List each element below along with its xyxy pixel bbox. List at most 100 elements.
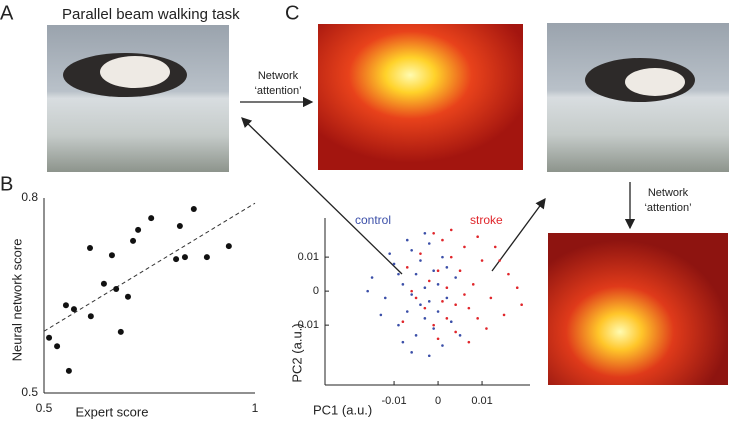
- legend-label: stroke: [470, 213, 503, 227]
- arrow-label: Network: [648, 187, 689, 199]
- point: [86, 245, 93, 252]
- trend-line: [43, 202, 256, 332]
- point: [463, 293, 466, 296]
- point: [489, 296, 493, 300]
- point: [436, 310, 440, 313]
- point: [410, 351, 413, 354]
- point: [379, 313, 383, 317]
- point: [515, 286, 519, 290]
- rat-fur: [625, 68, 685, 96]
- point: [445, 286, 449, 290]
- y-tick-label: 0: [313, 285, 319, 297]
- point: [467, 306, 471, 310]
- arrows: [240, 96, 636, 275]
- point: [436, 337, 440, 341]
- point: [54, 343, 61, 350]
- rat-fur: [100, 56, 170, 88]
- y-tick-label: 0.8: [21, 190, 38, 204]
- point: [458, 334, 462, 337]
- point: [454, 303, 457, 307]
- point: [419, 259, 422, 262]
- point: [432, 269, 435, 273]
- point: [498, 259, 501, 262]
- panel-label: C: [285, 2, 299, 24]
- point: [148, 215, 155, 222]
- point: [480, 259, 484, 262]
- point: [405, 310, 409, 313]
- x-tick-label: 0.01: [471, 395, 492, 407]
- point: [117, 328, 124, 335]
- point: [427, 354, 431, 358]
- point: [436, 269, 440, 273]
- point: [366, 289, 369, 293]
- point: [414, 334, 418, 337]
- point: [401, 340, 405, 344]
- point: [392, 262, 396, 266]
- point: [388, 252, 391, 256]
- point: [401, 283, 405, 286]
- point: [46, 334, 53, 341]
- point: [445, 317, 449, 320]
- photo-rat: [47, 25, 229, 172]
- point: [520, 303, 523, 307]
- point: [410, 289, 413, 293]
- arrow-label: Network: [258, 70, 299, 82]
- task-title: Parallel beam walking task: [62, 6, 240, 23]
- point: [370, 276, 374, 279]
- point: [108, 252, 115, 259]
- images: [47, 23, 729, 385]
- point: [135, 226, 142, 233]
- point: [476, 235, 479, 239]
- point: [410, 293, 413, 296]
- arrow: [241, 117, 403, 275]
- y-tick-label: 0.01: [298, 251, 319, 263]
- point: [225, 243, 232, 250]
- point: [414, 272, 418, 276]
- panel-label: A: [0, 2, 14, 24]
- point: [458, 269, 462, 273]
- point: [65, 367, 72, 374]
- point: [173, 256, 180, 263]
- point: [419, 252, 422, 256]
- panel-label: B: [0, 173, 13, 195]
- y-axis-label: PC2 (a.u.): [289, 323, 304, 382]
- point: [181, 254, 188, 261]
- point: [427, 279, 431, 283]
- x-tick-label: -0.01: [382, 395, 407, 407]
- point: [441, 300, 444, 303]
- point: [432, 232, 435, 235]
- point: [432, 323, 435, 327]
- arrow-label: ‘attention’: [644, 202, 691, 214]
- point: [449, 320, 453, 324]
- y-tick-label: 0.5: [21, 385, 38, 399]
- point: [445, 296, 449, 300]
- point: [432, 327, 435, 330]
- arrow-label: ‘attention’: [254, 85, 301, 97]
- x-tick-label: 0: [435, 395, 441, 407]
- point: [401, 320, 405, 324]
- point: [405, 238, 409, 242]
- point: [445, 266, 449, 269]
- point: [410, 249, 413, 252]
- point: [449, 255, 453, 259]
- point: [397, 323, 400, 327]
- point: [485, 327, 488, 330]
- point: [471, 283, 475, 286]
- point: [423, 306, 427, 310]
- point: [130, 237, 137, 244]
- point: [423, 317, 427, 320]
- arrow: [491, 197, 546, 272]
- point: [203, 254, 210, 261]
- point: [454, 276, 457, 279]
- point: [419, 303, 422, 307]
- point: [70, 306, 77, 313]
- point: [463, 245, 466, 249]
- point: [502, 313, 506, 317]
- point: [397, 272, 400, 276]
- point: [507, 272, 510, 276]
- point: [124, 293, 131, 300]
- x-tick-label: 0.5: [36, 401, 53, 415]
- point: [383, 296, 387, 300]
- point: [454, 330, 457, 334]
